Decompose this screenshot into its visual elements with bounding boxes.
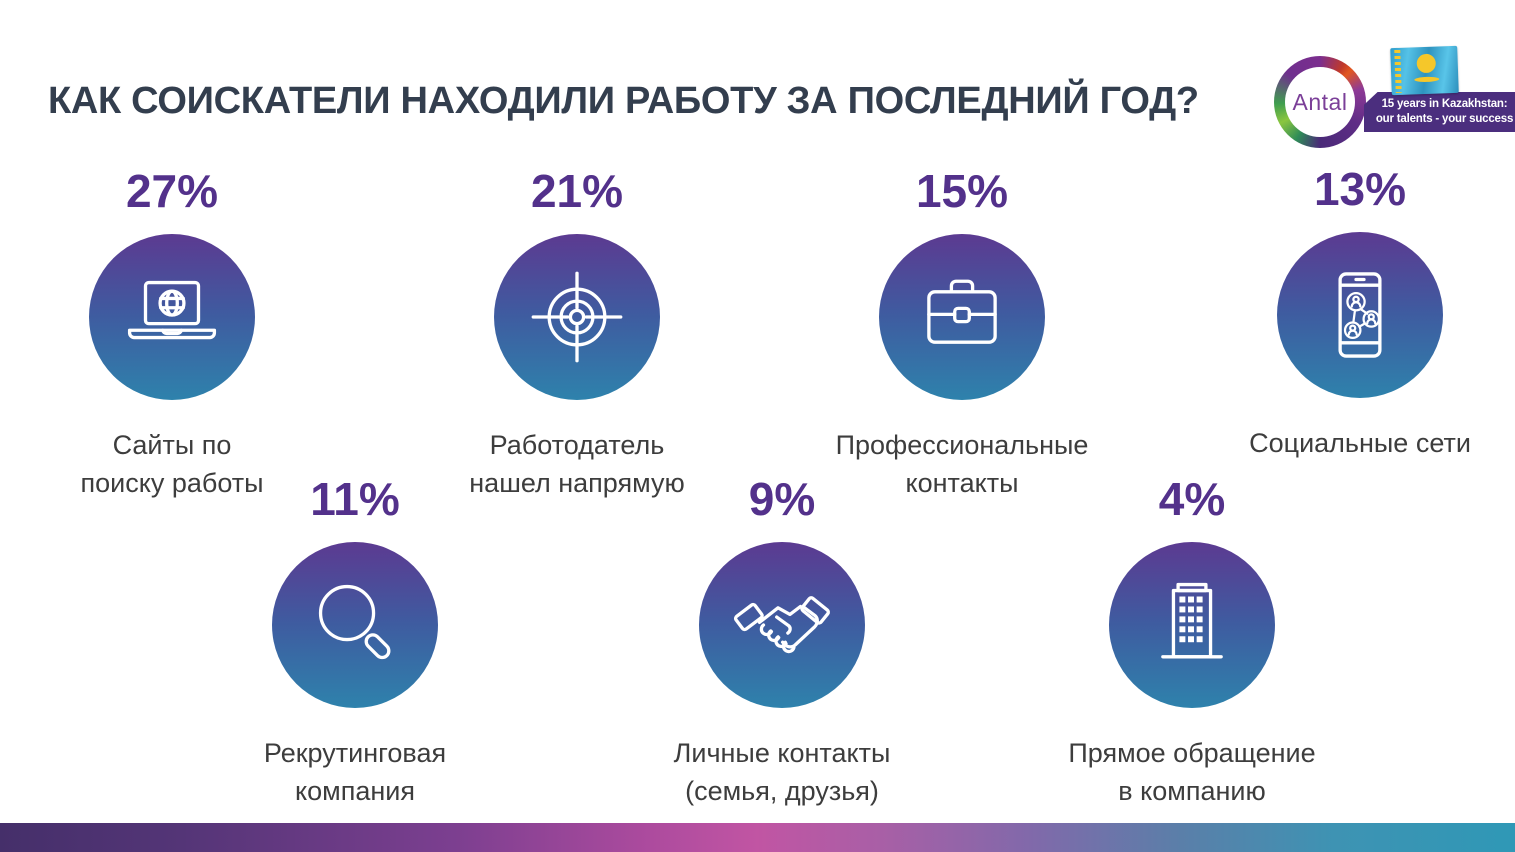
percent-value: 11% bbox=[310, 473, 400, 525]
stat-circle bbox=[699, 542, 865, 708]
percent-value: 4% bbox=[1158, 473, 1226, 525]
stat-item-direct-application: 4% bbox=[1027, 468, 1357, 810]
smartphone-network-icon bbox=[1338, 272, 1382, 358]
flag-sun bbox=[1416, 53, 1437, 74]
percent-value: 27% bbox=[125, 165, 219, 217]
flag-ornament bbox=[1394, 49, 1402, 94]
stat-item-professional-contacts: 15% Профессиональные контакты bbox=[797, 160, 1127, 502]
stat-item-job-sites: 27% Сайты по поиску работы bbox=[7, 160, 337, 502]
stat-item-personal-contacts: 9% Личные контакты (семья, друзья) bbox=[617, 468, 947, 810]
stat-label: Прямое обращение в компанию bbox=[1068, 738, 1316, 806]
stat-item-social-networks: 13% Социальные сети bbox=[1195, 158, 1515, 462]
antal-logo-text: Antal bbox=[1292, 88, 1348, 115]
anniversary-banner: 15 years in Kazakhstan: our talents - yo… bbox=[1364, 92, 1515, 132]
stat-label: Профессиональные контакты bbox=[835, 430, 1089, 498]
percent-value: 21% bbox=[530, 165, 624, 217]
stat-label: Сайты по поиску работы bbox=[80, 430, 264, 498]
stat-circle bbox=[494, 234, 660, 400]
handshake-icon bbox=[733, 596, 830, 654]
laptop-globe-icon bbox=[127, 280, 217, 340]
stat-label: Рекрутинговая компания bbox=[263, 738, 447, 806]
stat-circle bbox=[879, 234, 1045, 400]
magnifier-icon bbox=[318, 584, 391, 660]
antal-logo: Antal bbox=[1274, 56, 1366, 148]
flag-eagle bbox=[1414, 76, 1440, 83]
antal-ring-icon bbox=[1274, 56, 1366, 148]
stat-label: Работодатель нашел напрямую bbox=[469, 430, 685, 498]
stat-item-employer-direct: 21% Работодатель нашел напрямую bbox=[412, 160, 742, 502]
stat-item-recruiting-company: 11% Рекрутинговая компания bbox=[190, 468, 520, 810]
kazakhstan-flag-icon bbox=[1390, 45, 1459, 96]
percent-value: 15% bbox=[915, 165, 1009, 217]
stat-circle bbox=[1109, 542, 1275, 708]
stat-circle bbox=[89, 234, 255, 400]
target-icon bbox=[531, 271, 623, 363]
stat-circle bbox=[1277, 232, 1443, 398]
footer-gradient-bar bbox=[0, 823, 1515, 852]
banner-line-2: our talents - your success bbox=[1375, 113, 1514, 125]
briefcase-icon bbox=[927, 279, 997, 344]
stat-circle bbox=[272, 542, 438, 708]
percent-value: 9% bbox=[748, 473, 816, 525]
page-title: КАК СОИСКАТЕЛИ НАХОДИЛИ РАБОТУ ЗА ПОСЛЕД… bbox=[48, 80, 1199, 122]
percent-value: 13% bbox=[1313, 163, 1407, 215]
stat-label: Социальные сети bbox=[1249, 428, 1471, 458]
stat-label: Личные контакты (семья, друзья) bbox=[673, 738, 891, 806]
building-icon bbox=[1161, 582, 1223, 659]
banner-line-1: 15 years in Kazakhstan: bbox=[1381, 98, 1508, 110]
